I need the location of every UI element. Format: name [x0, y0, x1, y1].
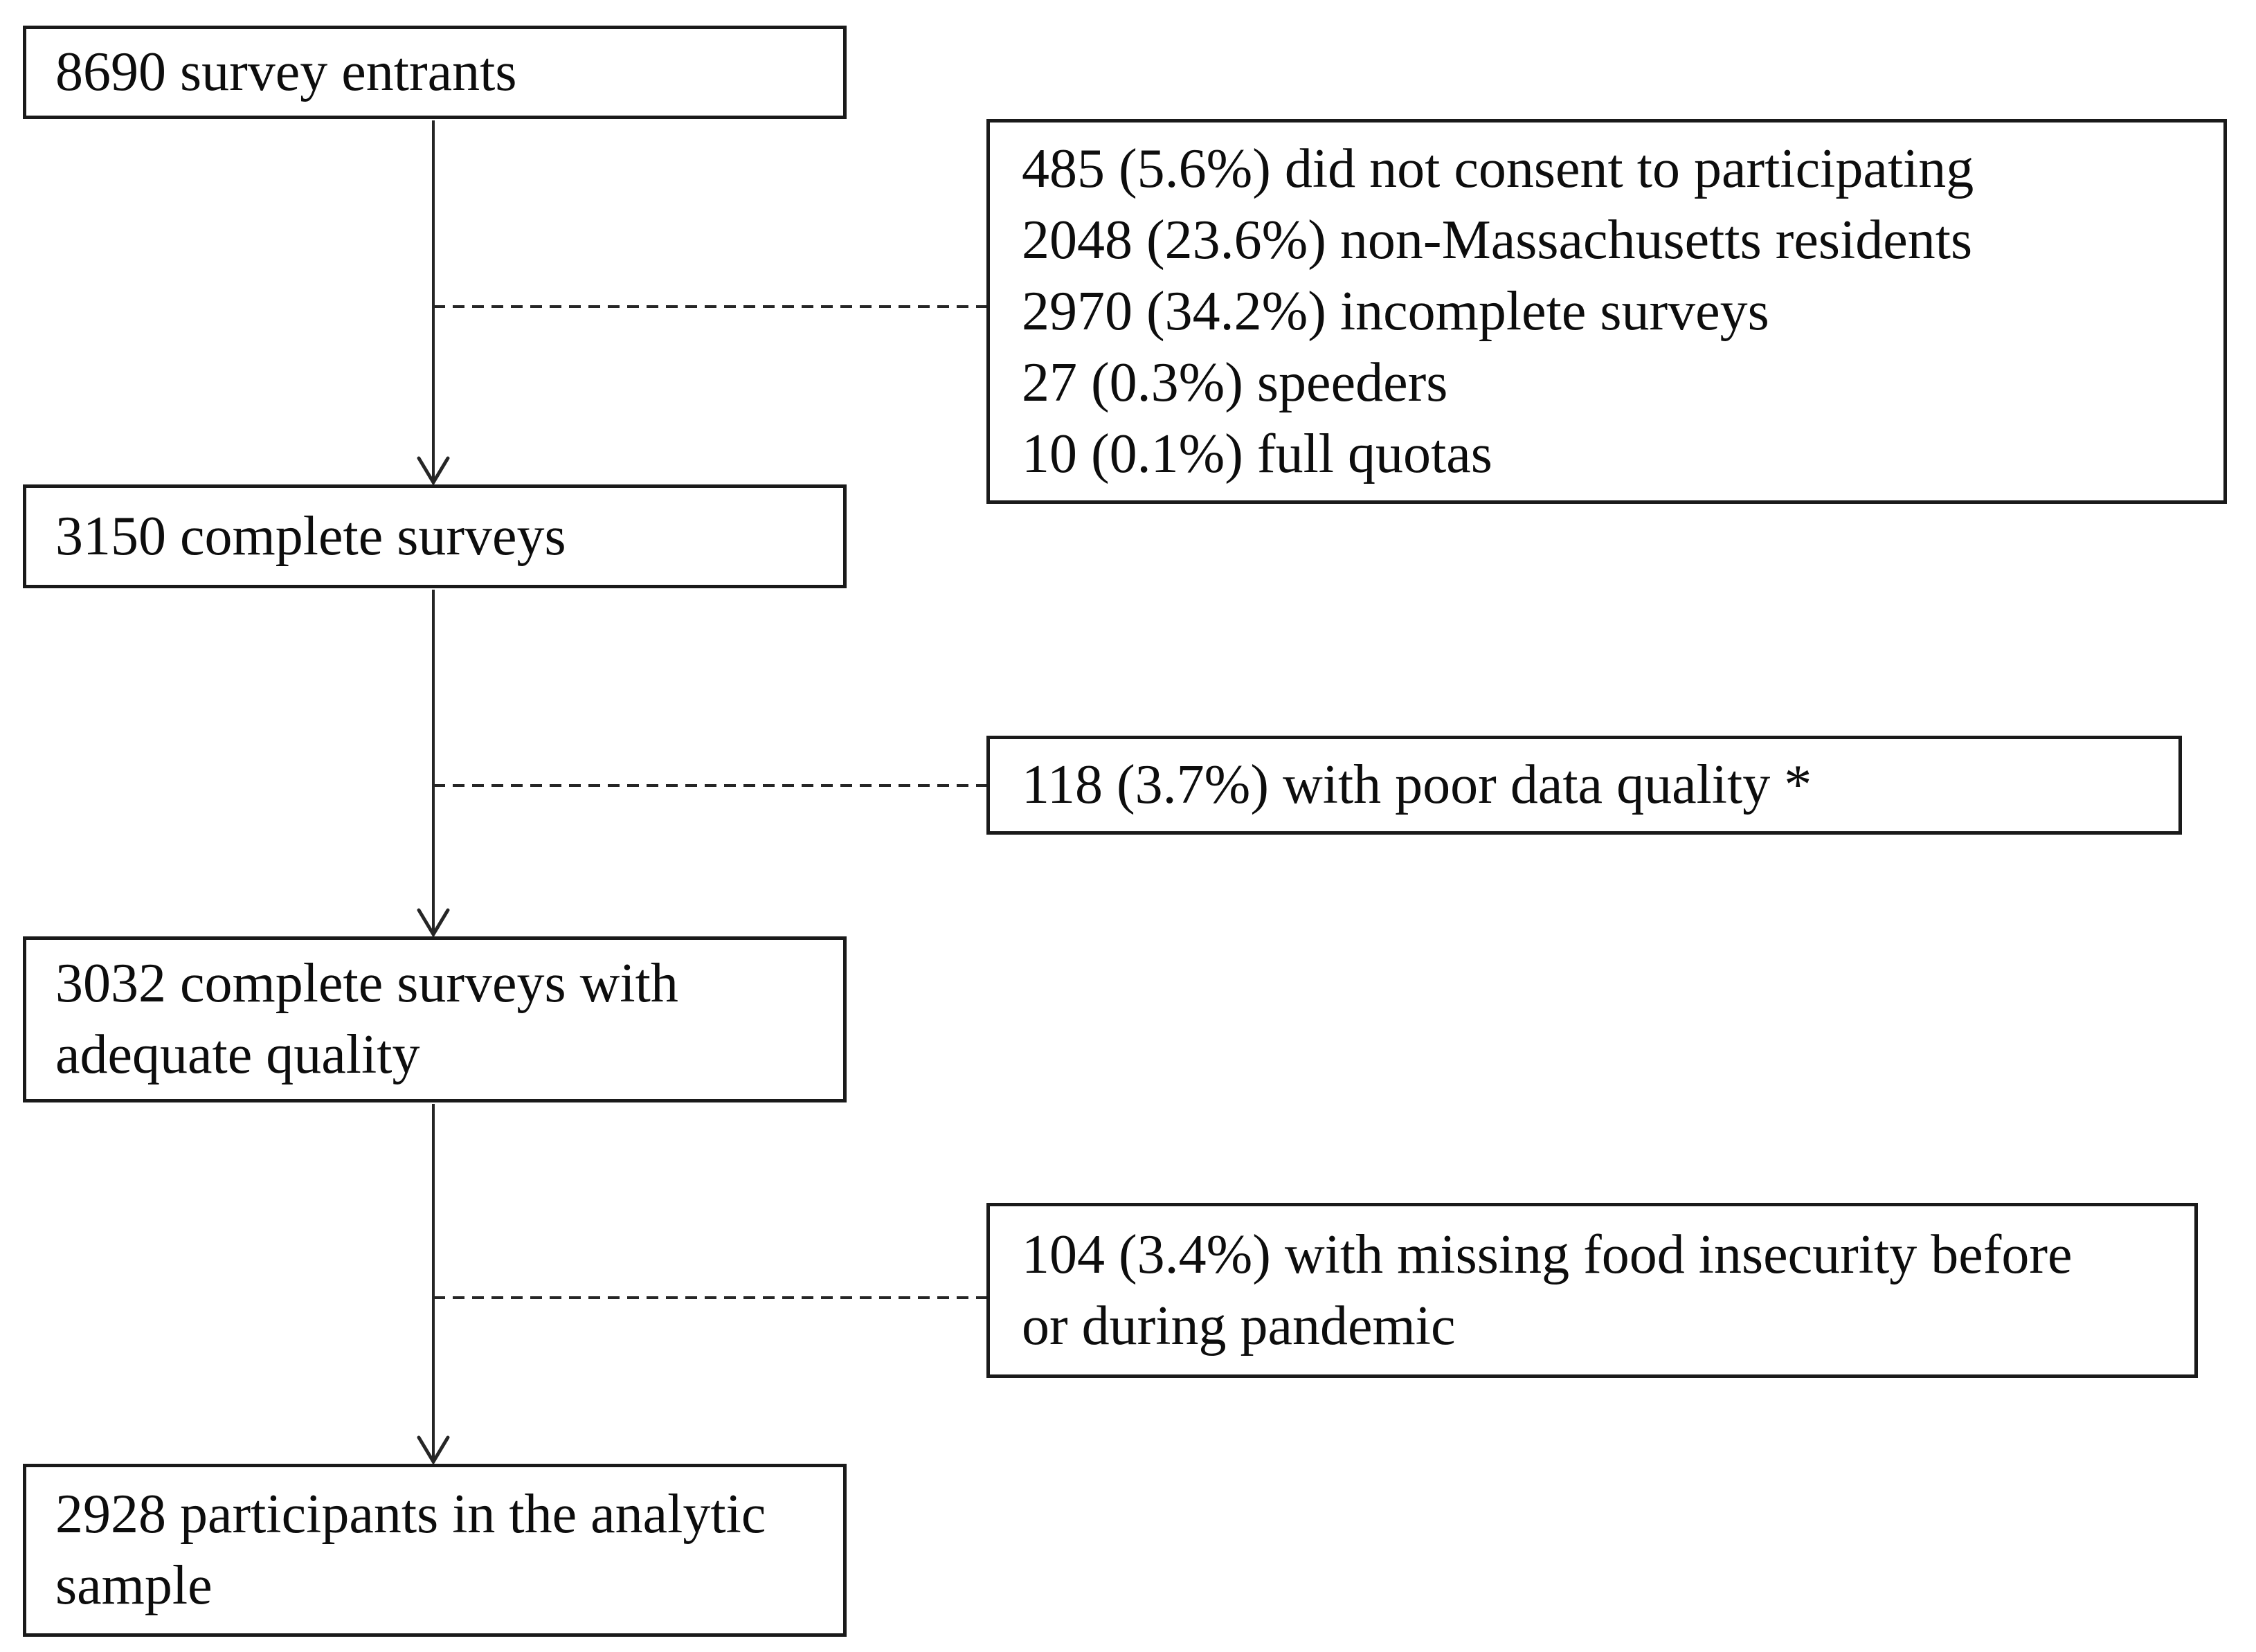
flow-box-analytic-sample: 2928 participants in the analytic sample — [23, 1464, 847, 1637]
arrowhead-icon-2 — [417, 908, 450, 938]
flow-box-adequate-quality: 3032 complete surveys with adequate qual… — [23, 936, 847, 1102]
flow-box-survey-entrants: 8690 survey entrants — [23, 26, 847, 119]
exclusion-box-missing-food-insecurity: 104 (3.4%) with missing food insecurity … — [986, 1203, 2198, 1378]
arrowhead-icon-3 — [417, 1435, 450, 1465]
exclusion-box-poor-data-quality: 118 (3.7%) with poor data quality * — [986, 736, 2182, 835]
flow-box-complete-surveys: 3150 complete surveys — [23, 484, 847, 588]
arrowhead-icon-1 — [417, 456, 450, 486]
exclusion-box-after-entry: 485 (5.6%) did not consent to participat… — [986, 119, 2227, 504]
